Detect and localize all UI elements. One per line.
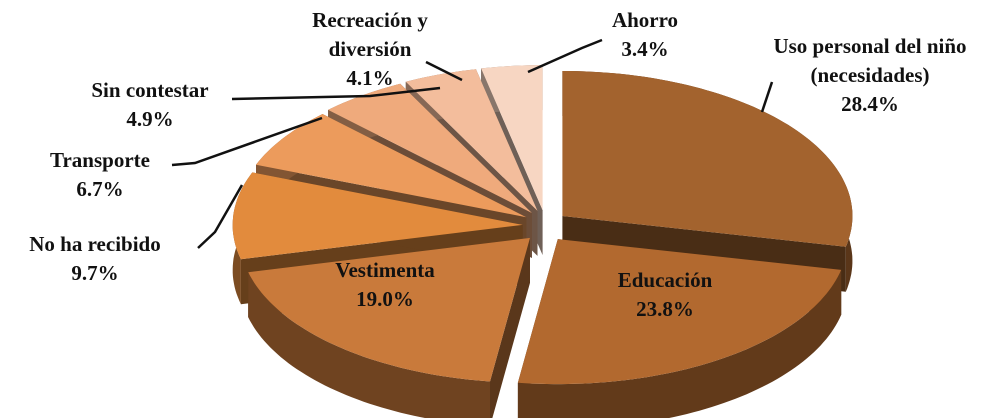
value-label: 19.0% <box>356 287 414 311</box>
slice-label: No ha recibido 9.7% <box>0 230 195 288</box>
slice-label: Ahorro 3.4% <box>585 6 705 64</box>
slice-label: Recreación y diversión 4.1% <box>285 6 455 93</box>
slice-wall <box>517 269 842 418</box>
slice-label: Sin contestar 4.9% <box>60 76 240 134</box>
slice-label: Vestimenta 19.0% <box>305 256 465 314</box>
slice <box>232 172 523 260</box>
category-label: No ha recibido <box>29 232 161 256</box>
category-label: Sin contestar <box>91 78 209 102</box>
slice <box>517 239 842 385</box>
leader-line <box>197 184 244 249</box>
value-label: 4.9% <box>126 107 174 131</box>
category-label: Vestimenta <box>335 258 435 282</box>
category-label: Educación <box>617 268 713 292</box>
category-label: Uso personal del niño (necesidades) <box>773 34 967 87</box>
value-label: 9.7% <box>71 261 119 285</box>
value-label: 28.4% <box>841 92 899 116</box>
slice <box>328 83 532 213</box>
slice <box>562 71 853 247</box>
leader-line <box>527 38 603 74</box>
leader-line <box>231 86 441 101</box>
slice-label: Transporte 6.7% <box>20 146 180 204</box>
category-label: Ahorro <box>611 8 679 32</box>
slice-wall <box>248 272 490 418</box>
category-label: Recreación y diversión <box>312 8 428 61</box>
value-label: 6.7% <box>76 177 124 201</box>
value-label: 4.1% <box>346 66 394 90</box>
slice-label: Uso personal del niño (necesidades) 28.4% <box>763 32 978 119</box>
leader-line <box>171 116 323 167</box>
leader-line <box>760 81 774 113</box>
slice <box>256 114 527 218</box>
slice <box>248 237 530 382</box>
value-label: 23.8% <box>636 297 694 321</box>
leader-line <box>425 60 463 82</box>
category-label: Transporte <box>50 148 150 172</box>
slice <box>481 65 543 211</box>
slice-label: Educación 23.8% <box>585 266 745 324</box>
slice <box>405 69 538 211</box>
value-label: 3.4% <box>621 37 669 61</box>
